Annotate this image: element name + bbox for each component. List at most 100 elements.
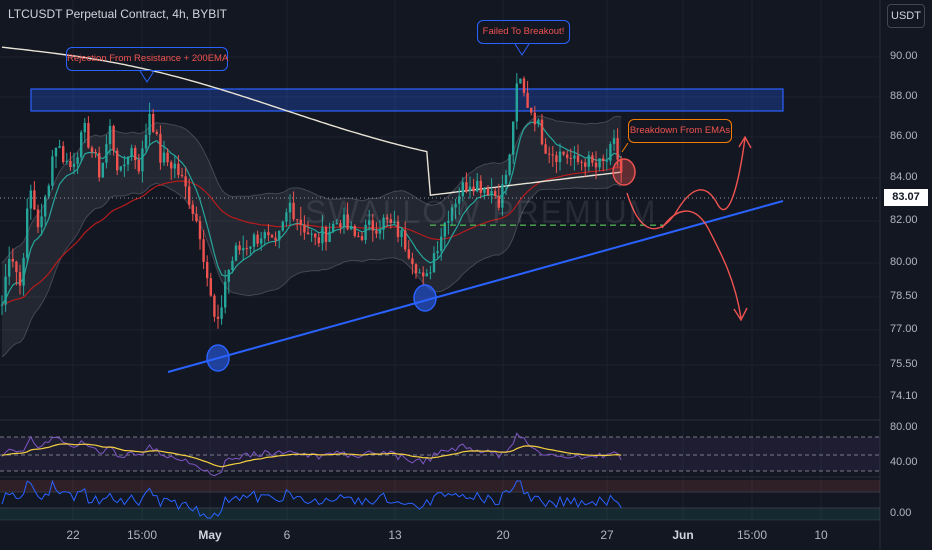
candle-body bbox=[620, 159, 623, 173]
candle-body bbox=[616, 138, 619, 160]
candle-body bbox=[425, 273, 428, 277]
candle-body bbox=[285, 212, 288, 222]
candle-body bbox=[389, 219, 392, 223]
candle-body bbox=[26, 208, 29, 258]
candle-body bbox=[317, 237, 320, 244]
time-tick: 15:00 bbox=[126, 528, 158, 542]
breakdown-marker bbox=[612, 158, 636, 186]
candle-body bbox=[238, 245, 241, 251]
time-tick: Jun bbox=[672, 528, 694, 542]
price-tick: 80.00 bbox=[890, 256, 918, 268]
candle-body bbox=[177, 163, 180, 175]
candle-body bbox=[490, 190, 493, 196]
candle-body bbox=[353, 225, 356, 236]
candle-body bbox=[274, 237, 277, 241]
candle-body bbox=[476, 180, 479, 192]
time-tick: 22 bbox=[66, 528, 80, 542]
candle-body bbox=[440, 236, 443, 252]
candle-body bbox=[270, 235, 274, 238]
candle-body bbox=[216, 316, 220, 319]
candle-body bbox=[422, 272, 425, 277]
candle-body bbox=[112, 125, 115, 151]
candle-body bbox=[83, 123, 86, 133]
watermark: SWALLOW PREMIUM bbox=[305, 194, 658, 230]
last-price-label: 83.07 bbox=[884, 189, 928, 206]
candle-body bbox=[612, 138, 616, 144]
ema-50-line bbox=[1, 166, 622, 306]
price-tick: 78.50 bbox=[890, 290, 918, 302]
candle-body bbox=[501, 184, 504, 208]
candle-body bbox=[213, 295, 216, 317]
candle-body bbox=[375, 230, 378, 234]
price-tick: 74.10 bbox=[890, 390, 918, 402]
candle-body bbox=[526, 92, 529, 108]
candle-body bbox=[411, 258, 414, 265]
candle-body bbox=[508, 154, 511, 175]
candle-body bbox=[256, 234, 259, 244]
candle-body bbox=[497, 195, 500, 208]
price-tick: 90.00 bbox=[890, 50, 918, 62]
candle-body bbox=[436, 251, 439, 254]
candle-body bbox=[58, 146, 61, 148]
candle-body bbox=[292, 202, 295, 220]
candle-body bbox=[350, 225, 353, 230]
candle-body bbox=[544, 144, 547, 154]
candle-body bbox=[314, 233, 317, 238]
candle-body bbox=[155, 131, 158, 134]
candle-body bbox=[126, 156, 130, 165]
candle-body bbox=[378, 229, 382, 234]
candle-body bbox=[504, 174, 508, 185]
candle-body bbox=[137, 160, 140, 172]
candle-body bbox=[465, 182, 468, 192]
candle-body bbox=[209, 278, 212, 296]
candle-body bbox=[260, 238, 263, 244]
candle-body bbox=[278, 230, 281, 241]
candle-body bbox=[548, 153, 551, 155]
projection-bullish bbox=[626, 137, 746, 230]
price-tick: 82.00 bbox=[890, 214, 918, 226]
chart-title: LTCUSDT Perpetual Contract, 4h, BYBIT bbox=[8, 7, 227, 21]
candle-body bbox=[94, 151, 97, 153]
candle-body bbox=[598, 158, 601, 168]
candle-body bbox=[242, 247, 245, 251]
candle-body bbox=[267, 232, 270, 236]
candle-body bbox=[573, 155, 576, 159]
candle-body bbox=[148, 114, 151, 135]
candle-body bbox=[515, 83, 518, 122]
candle-body bbox=[29, 190, 32, 209]
candle-body bbox=[11, 259, 14, 262]
candle-body bbox=[396, 221, 400, 238]
candle-body bbox=[4, 276, 7, 305]
candle-body bbox=[263, 232, 266, 239]
candle-body bbox=[234, 245, 238, 261]
callout-pointer bbox=[514, 43, 530, 56]
candle-body bbox=[40, 216, 43, 228]
candle-body bbox=[605, 160, 608, 162]
candle-body bbox=[364, 224, 367, 240]
candle-body bbox=[360, 236, 364, 240]
candle-body bbox=[80, 132, 83, 158]
candle-body bbox=[418, 272, 421, 274]
candle-body bbox=[101, 162, 104, 178]
osc-upper-band bbox=[0, 480, 880, 492]
oscillator-line bbox=[1, 479, 622, 519]
time-tick: May bbox=[198, 528, 222, 542]
candle-body bbox=[44, 196, 47, 217]
time-tick: 6 bbox=[283, 528, 291, 542]
candle-body bbox=[123, 164, 126, 167]
drawings bbox=[0, 43, 880, 373]
candle-body bbox=[180, 174, 184, 177]
candle-body bbox=[191, 204, 194, 214]
candle-body bbox=[450, 207, 454, 222]
candle-body bbox=[479, 180, 482, 193]
candle-body bbox=[368, 220, 371, 225]
currency-button[interactable]: USDT bbox=[887, 4, 925, 28]
time-tick: 20 bbox=[496, 528, 510, 542]
candle-body bbox=[429, 272, 432, 274]
candle-body bbox=[299, 219, 302, 225]
candle-body bbox=[555, 155, 558, 163]
candle-body bbox=[533, 112, 536, 125]
candle-body bbox=[152, 114, 155, 132]
price-tick: 86.00 bbox=[890, 130, 918, 142]
